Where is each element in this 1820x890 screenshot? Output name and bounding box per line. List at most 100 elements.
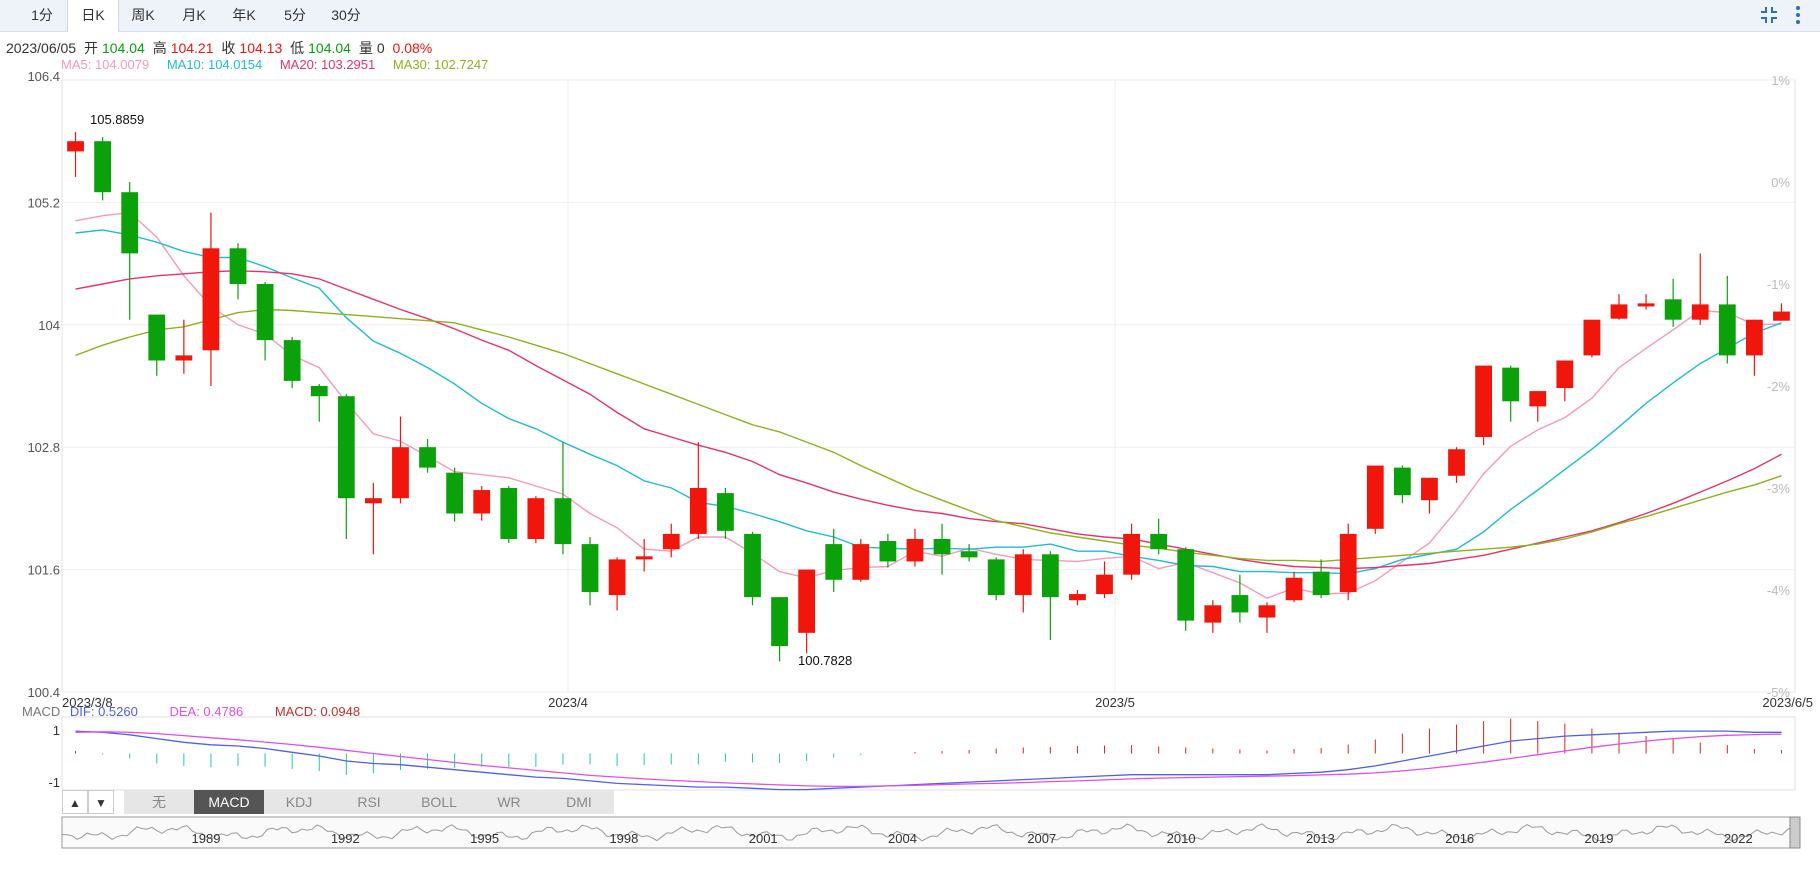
indicator-dmi[interactable]: DMI <box>544 790 615 814</box>
tab-1min[interactable]: 1分 <box>31 7 53 23</box>
indicator-boll[interactable]: BOLL <box>404 790 475 814</box>
candle-body <box>1773 311 1790 321</box>
navigator-frame <box>61 816 1796 849</box>
macd-value-legend: MACD: 0.0948 <box>274 704 361 719</box>
candle-body <box>1312 571 1330 596</box>
candle-body <box>1502 367 1520 402</box>
ma-legend: MA5: 104.0079 MA10: 104.0154 MA20: 103.2… <box>61 57 502 72</box>
candle-body <box>1096 574 1113 595</box>
candle-body <box>121 192 139 254</box>
more-vertical-icon[interactable] <box>1792 4 1804 26</box>
candle-body <box>1123 533 1140 575</box>
candle-body <box>717 493 734 531</box>
navigator-year-label: 2019 <box>1585 831 1614 846</box>
candle-body <box>662 533 680 550</box>
candle-body <box>906 539 924 562</box>
navigator-year-label: 2016 <box>1445 831 1474 846</box>
open-label: 开 <box>83 40 98 56</box>
ma-line-ma30 <box>75 308 1782 563</box>
candle-body <box>1285 577 1303 601</box>
dif-line <box>75 730 1782 791</box>
indicator-macd[interactable]: MACD <box>194 790 265 814</box>
candle-body <box>1610 304 1628 319</box>
candle-body <box>1366 465 1384 529</box>
candle-body <box>771 597 788 647</box>
pct-tick-label: -1% <box>1767 277 1791 292</box>
candle-body <box>689 488 707 534</box>
indicator-none[interactable]: 无 <box>124 790 195 814</box>
candle-body <box>635 556 653 560</box>
period-tab-bar: 1分 日K 周K 月K 年K 5分 30分 <box>0 0 1820 32</box>
plot-frame <box>61 79 1796 693</box>
x-label-apr: 2023/4 <box>548 695 588 710</box>
candle-body <box>527 498 545 539</box>
candle-body <box>852 544 870 580</box>
navigator-year-label: 2007 <box>1027 831 1056 846</box>
ma-line-ma10 <box>75 229 1782 575</box>
candle-body <box>310 386 328 397</box>
max-annotation: 105.8859 <box>90 112 144 127</box>
candle-body <box>473 490 491 514</box>
candle-body <box>283 340 301 381</box>
indicator-rsi[interactable]: RSI <box>334 790 405 814</box>
indicator-kdj[interactable]: KDJ <box>264 790 335 814</box>
macd-legend: MACD DIF: 0.5260 DEA: 0.4786 MACD: 0.094… <box>22 704 388 719</box>
arrow-up-button[interactable]: ▲ <box>62 790 88 814</box>
candle-body <box>1718 304 1736 356</box>
y-tick-label: 104 <box>38 318 60 333</box>
tab-daily-k[interactable]: 日K <box>67 0 119 32</box>
y-tick-label: 102.8 <box>27 440 60 455</box>
candle-body <box>1393 467 1411 496</box>
volume-label: 量 <box>358 40 373 56</box>
tab-monthly-k[interactable]: 月K <box>182 7 206 23</box>
dif-legend: DIF: 0.5260 <box>69 704 138 719</box>
candle-body <box>933 539 951 555</box>
candle-body <box>825 544 843 580</box>
candle-body <box>67 141 84 152</box>
indicator-wr[interactable]: WR <box>474 790 545 814</box>
change-pct: 0.08% <box>392 40 433 56</box>
candle-body <box>148 314 166 361</box>
close-value: 104.13 <box>239 40 283 56</box>
pct-tick-label: -5% <box>1767 685 1791 700</box>
candle-body <box>202 248 220 351</box>
macd-label: MACD <box>22 704 61 719</box>
ma30-legend: MA30: 102.7247 <box>392 57 489 72</box>
arrow-down-button[interactable]: ▼ <box>88 790 114 814</box>
x-label-may: 2023/5 <box>1095 695 1135 710</box>
ma5-legend: MA5: 104.0079 <box>61 57 150 72</box>
tab-weekly-k[interactable]: 周K <box>131 7 155 23</box>
shrink-icon[interactable] <box>1758 4 1780 26</box>
candle-body <box>1583 319 1601 356</box>
navigator-year-label: 2022 <box>1724 831 1753 846</box>
candle-body <box>1556 360 1574 389</box>
candle-body <box>554 498 572 545</box>
candle-body <box>1448 449 1465 476</box>
candle-body <box>960 551 978 558</box>
candle-body <box>1258 605 1276 618</box>
navigator-line <box>61 823 1793 843</box>
pct-tick-label: 1% <box>1771 73 1790 88</box>
ma20-legend: MA20: 103.2951 <box>279 57 376 72</box>
macd-frame <box>61 716 1796 791</box>
navigator-year-label: 1989 <box>192 831 221 846</box>
min-annotation: 100.7828 <box>798 653 852 668</box>
navigator-year-label: 1992 <box>331 831 360 846</box>
tab-yearly-k[interactable]: 年K <box>232 7 256 23</box>
pct-tick-label: -2% <box>1767 379 1791 394</box>
ma-line-ma5 <box>75 211 1782 599</box>
candle-body <box>1637 303 1655 307</box>
candle-body <box>256 284 274 341</box>
candle-body <box>419 447 436 468</box>
macd-tick-label: -1 <box>48 775 60 790</box>
candle-body <box>500 488 518 539</box>
candle-body <box>229 248 247 284</box>
tab-30min[interactable]: 30分 <box>331 7 361 23</box>
dea-line <box>75 731 1782 788</box>
x-label-end: 2023/6/5 <box>1762 695 1813 710</box>
info-date: 2023/06/05 <box>6 40 77 56</box>
candle-body <box>1204 605 1222 623</box>
y-tick-label: 106.4 <box>27 69 60 84</box>
navigator-handle <box>1789 816 1801 849</box>
tab-5min[interactable]: 5分 <box>284 7 306 23</box>
